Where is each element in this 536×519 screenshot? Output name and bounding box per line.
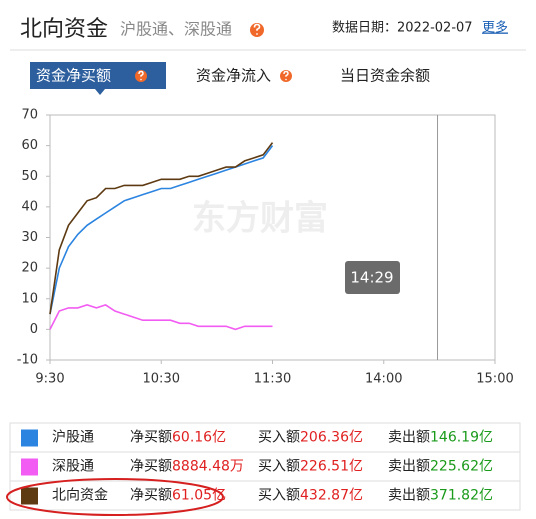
series-name: 深股通: [52, 459, 94, 475]
title: 北向资金: [20, 17, 108, 42]
metric: 卖出额371.82亿: [388, 488, 493, 504]
metric-value: 226.51亿: [300, 459, 363, 475]
cursor-tooltip: [345, 261, 400, 294]
metric-label: 净买额: [130, 430, 172, 446]
metric: 卖出额146.19亿: [388, 430, 493, 446]
metric-label: 买入额: [258, 430, 300, 446]
metric-label: 卖出额: [388, 430, 430, 446]
subtitle: 沪股通、深股通: [120, 20, 232, 39]
y-tick-label: 10: [21, 291, 38, 306]
metric-label: 卖出额: [388, 459, 430, 475]
x-tick-label: 11:30: [254, 372, 291, 387]
more-link[interactable]: 更多: [482, 20, 508, 36]
metric-label: 净买额: [130, 488, 172, 504]
y-tick-label: 20: [21, 261, 38, 276]
y-tick-label: 30: [21, 230, 38, 245]
metric: 净买额61.05亿: [130, 488, 226, 504]
highlight-ellipse: [6, 478, 224, 516]
cursor-label: 14:29: [350, 269, 393, 287]
y-tick-label: 40: [21, 199, 38, 214]
tab[interactable]: 资金净流入: [196, 67, 271, 85]
x-tick-label: 14:00: [365, 372, 402, 387]
metric-label: 买入额: [258, 488, 300, 504]
y-tick-label: 70: [21, 108, 38, 123]
metric: 卖出额225.62亿: [388, 459, 493, 475]
metric-value: 60.16亿: [172, 430, 226, 446]
metric: 买入额226.51亿: [258, 459, 363, 475]
series-line: [49, 304, 273, 331]
series-name: 沪股通: [52, 430, 94, 446]
legend-swatch: [21, 458, 38, 476]
metric-value: 371.82亿: [430, 488, 493, 504]
help-icon[interactable]: [280, 70, 292, 82]
x-tick-label: 15:00: [476, 372, 513, 387]
metric: 买入额206.36亿: [258, 430, 363, 446]
metric-label: 净买额: [130, 459, 172, 475]
metric-value: 432.87亿: [300, 488, 363, 504]
legend-swatch: [21, 429, 38, 447]
metric: 净买额60.16亿: [130, 430, 226, 446]
metric-value: 61.05亿: [172, 488, 226, 504]
help-icon[interactable]: [135, 70, 147, 82]
tab-pointer: [95, 89, 105, 95]
y-tick-label: 0: [30, 322, 38, 337]
legend-swatch: [21, 487, 38, 505]
metric-value: 146.19亿: [430, 430, 493, 446]
metric-value: 225.62亿: [430, 459, 493, 475]
tab[interactable]: 资金净买额: [36, 67, 111, 85]
tab[interactable]: 当日资金余额: [340, 67, 430, 85]
watermark: 东方财富: [192, 199, 328, 239]
table-row: [9, 451, 521, 482]
metric-value: 206.36亿: [300, 430, 363, 446]
metric-label: 卖出额: [388, 488, 430, 504]
y-tick-label: 50: [21, 169, 38, 184]
y-tick-label: 60: [21, 138, 38, 153]
table-row: [9, 422, 521, 453]
x-tick-label: 9:30: [35, 372, 64, 387]
y-tick-label: -10: [17, 353, 38, 368]
table-row: [9, 480, 521, 511]
metric: 净买额8884.48万: [130, 459, 244, 475]
metric-value: 8884.48万: [172, 459, 244, 475]
x-tick-label: 10:30: [143, 372, 180, 387]
help-icon[interactable]: [250, 23, 264, 37]
series-name: 北向资金: [52, 488, 108, 504]
metric-label: 买入额: [258, 459, 300, 475]
metric: 买入额432.87亿: [258, 488, 363, 504]
date-label: 数据日期：2022-02-07: [332, 21, 473, 36]
series-line: [49, 142, 274, 315]
